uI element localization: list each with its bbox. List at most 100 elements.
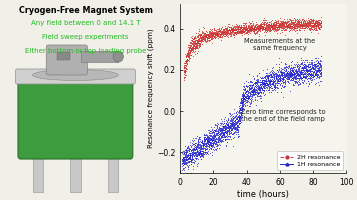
Point bbox=[226, 32, 231, 35]
Point bbox=[256, 90, 262, 93]
Point bbox=[273, 25, 279, 29]
Point bbox=[255, 91, 261, 95]
Point bbox=[225, 129, 231, 132]
Point bbox=[206, 141, 212, 144]
Point bbox=[238, 116, 243, 119]
Point bbox=[273, 22, 279, 25]
Point bbox=[219, 127, 225, 130]
Point bbox=[184, 154, 190, 158]
Point bbox=[230, 120, 235, 123]
Point bbox=[272, 25, 278, 28]
Point bbox=[312, 22, 318, 25]
Point bbox=[203, 39, 208, 42]
Point bbox=[210, 33, 216, 36]
Point bbox=[183, 155, 188, 158]
Point bbox=[242, 26, 248, 29]
Point bbox=[216, 146, 222, 149]
Point bbox=[238, 101, 244, 105]
Point bbox=[196, 45, 202, 49]
Point bbox=[230, 121, 235, 124]
Point bbox=[241, 29, 246, 33]
Point bbox=[301, 64, 307, 67]
Point bbox=[273, 22, 279, 25]
Point bbox=[210, 31, 216, 34]
Point bbox=[191, 151, 197, 155]
Point bbox=[280, 24, 285, 27]
Point bbox=[227, 136, 233, 139]
Point bbox=[234, 30, 240, 33]
Point bbox=[212, 123, 218, 127]
Point bbox=[266, 21, 272, 24]
Point bbox=[229, 122, 235, 125]
Point bbox=[297, 64, 303, 68]
Point bbox=[188, 146, 194, 149]
Point bbox=[227, 126, 232, 130]
Point bbox=[266, 83, 271, 86]
Point bbox=[202, 145, 208, 148]
Point bbox=[214, 140, 220, 143]
Point bbox=[268, 25, 274, 28]
Point bbox=[214, 35, 220, 38]
Point bbox=[306, 72, 312, 76]
Point bbox=[312, 23, 318, 26]
Point bbox=[270, 27, 276, 30]
Point bbox=[306, 70, 311, 73]
Point bbox=[196, 140, 202, 144]
Point bbox=[244, 95, 250, 98]
Point bbox=[218, 134, 224, 137]
Point bbox=[241, 29, 246, 32]
Point bbox=[221, 126, 227, 129]
Point bbox=[201, 144, 207, 147]
Point bbox=[251, 88, 257, 92]
Point bbox=[283, 21, 289, 25]
Point bbox=[266, 82, 272, 85]
Point bbox=[184, 150, 190, 154]
Point bbox=[190, 150, 195, 154]
Point bbox=[316, 68, 322, 71]
Point bbox=[283, 69, 289, 72]
Point bbox=[254, 80, 260, 84]
Point bbox=[268, 23, 274, 27]
Point bbox=[217, 126, 222, 130]
Point bbox=[226, 126, 232, 129]
Point bbox=[302, 21, 308, 24]
Point bbox=[239, 104, 245, 107]
Point bbox=[194, 150, 200, 153]
Point bbox=[300, 73, 306, 77]
Point bbox=[308, 19, 313, 22]
Point bbox=[182, 73, 188, 76]
Point bbox=[281, 24, 287, 27]
Point bbox=[192, 41, 197, 44]
Point bbox=[307, 68, 313, 71]
Point bbox=[194, 52, 200, 55]
Point bbox=[223, 137, 228, 140]
Point bbox=[294, 72, 300, 75]
Point bbox=[205, 33, 211, 36]
Point bbox=[212, 140, 218, 143]
Point bbox=[212, 135, 218, 138]
Point bbox=[293, 24, 299, 27]
Point bbox=[240, 30, 246, 33]
Point bbox=[262, 83, 268, 86]
Point bbox=[241, 92, 247, 95]
Point bbox=[235, 124, 241, 127]
Point bbox=[301, 65, 307, 68]
Point bbox=[257, 25, 263, 28]
Point bbox=[205, 142, 211, 145]
Point bbox=[249, 98, 255, 101]
Point bbox=[243, 97, 248, 100]
Point bbox=[276, 24, 281, 28]
Point bbox=[229, 121, 235, 125]
Point bbox=[272, 24, 277, 27]
Point bbox=[301, 70, 307, 73]
Point bbox=[218, 35, 223, 38]
Point bbox=[195, 38, 200, 41]
Point bbox=[232, 26, 238, 29]
Point bbox=[288, 71, 293, 74]
Point bbox=[190, 42, 196, 45]
Point bbox=[313, 73, 319, 77]
Point bbox=[269, 27, 275, 30]
Point bbox=[308, 20, 313, 23]
Point bbox=[290, 19, 296, 22]
Point bbox=[217, 128, 223, 131]
